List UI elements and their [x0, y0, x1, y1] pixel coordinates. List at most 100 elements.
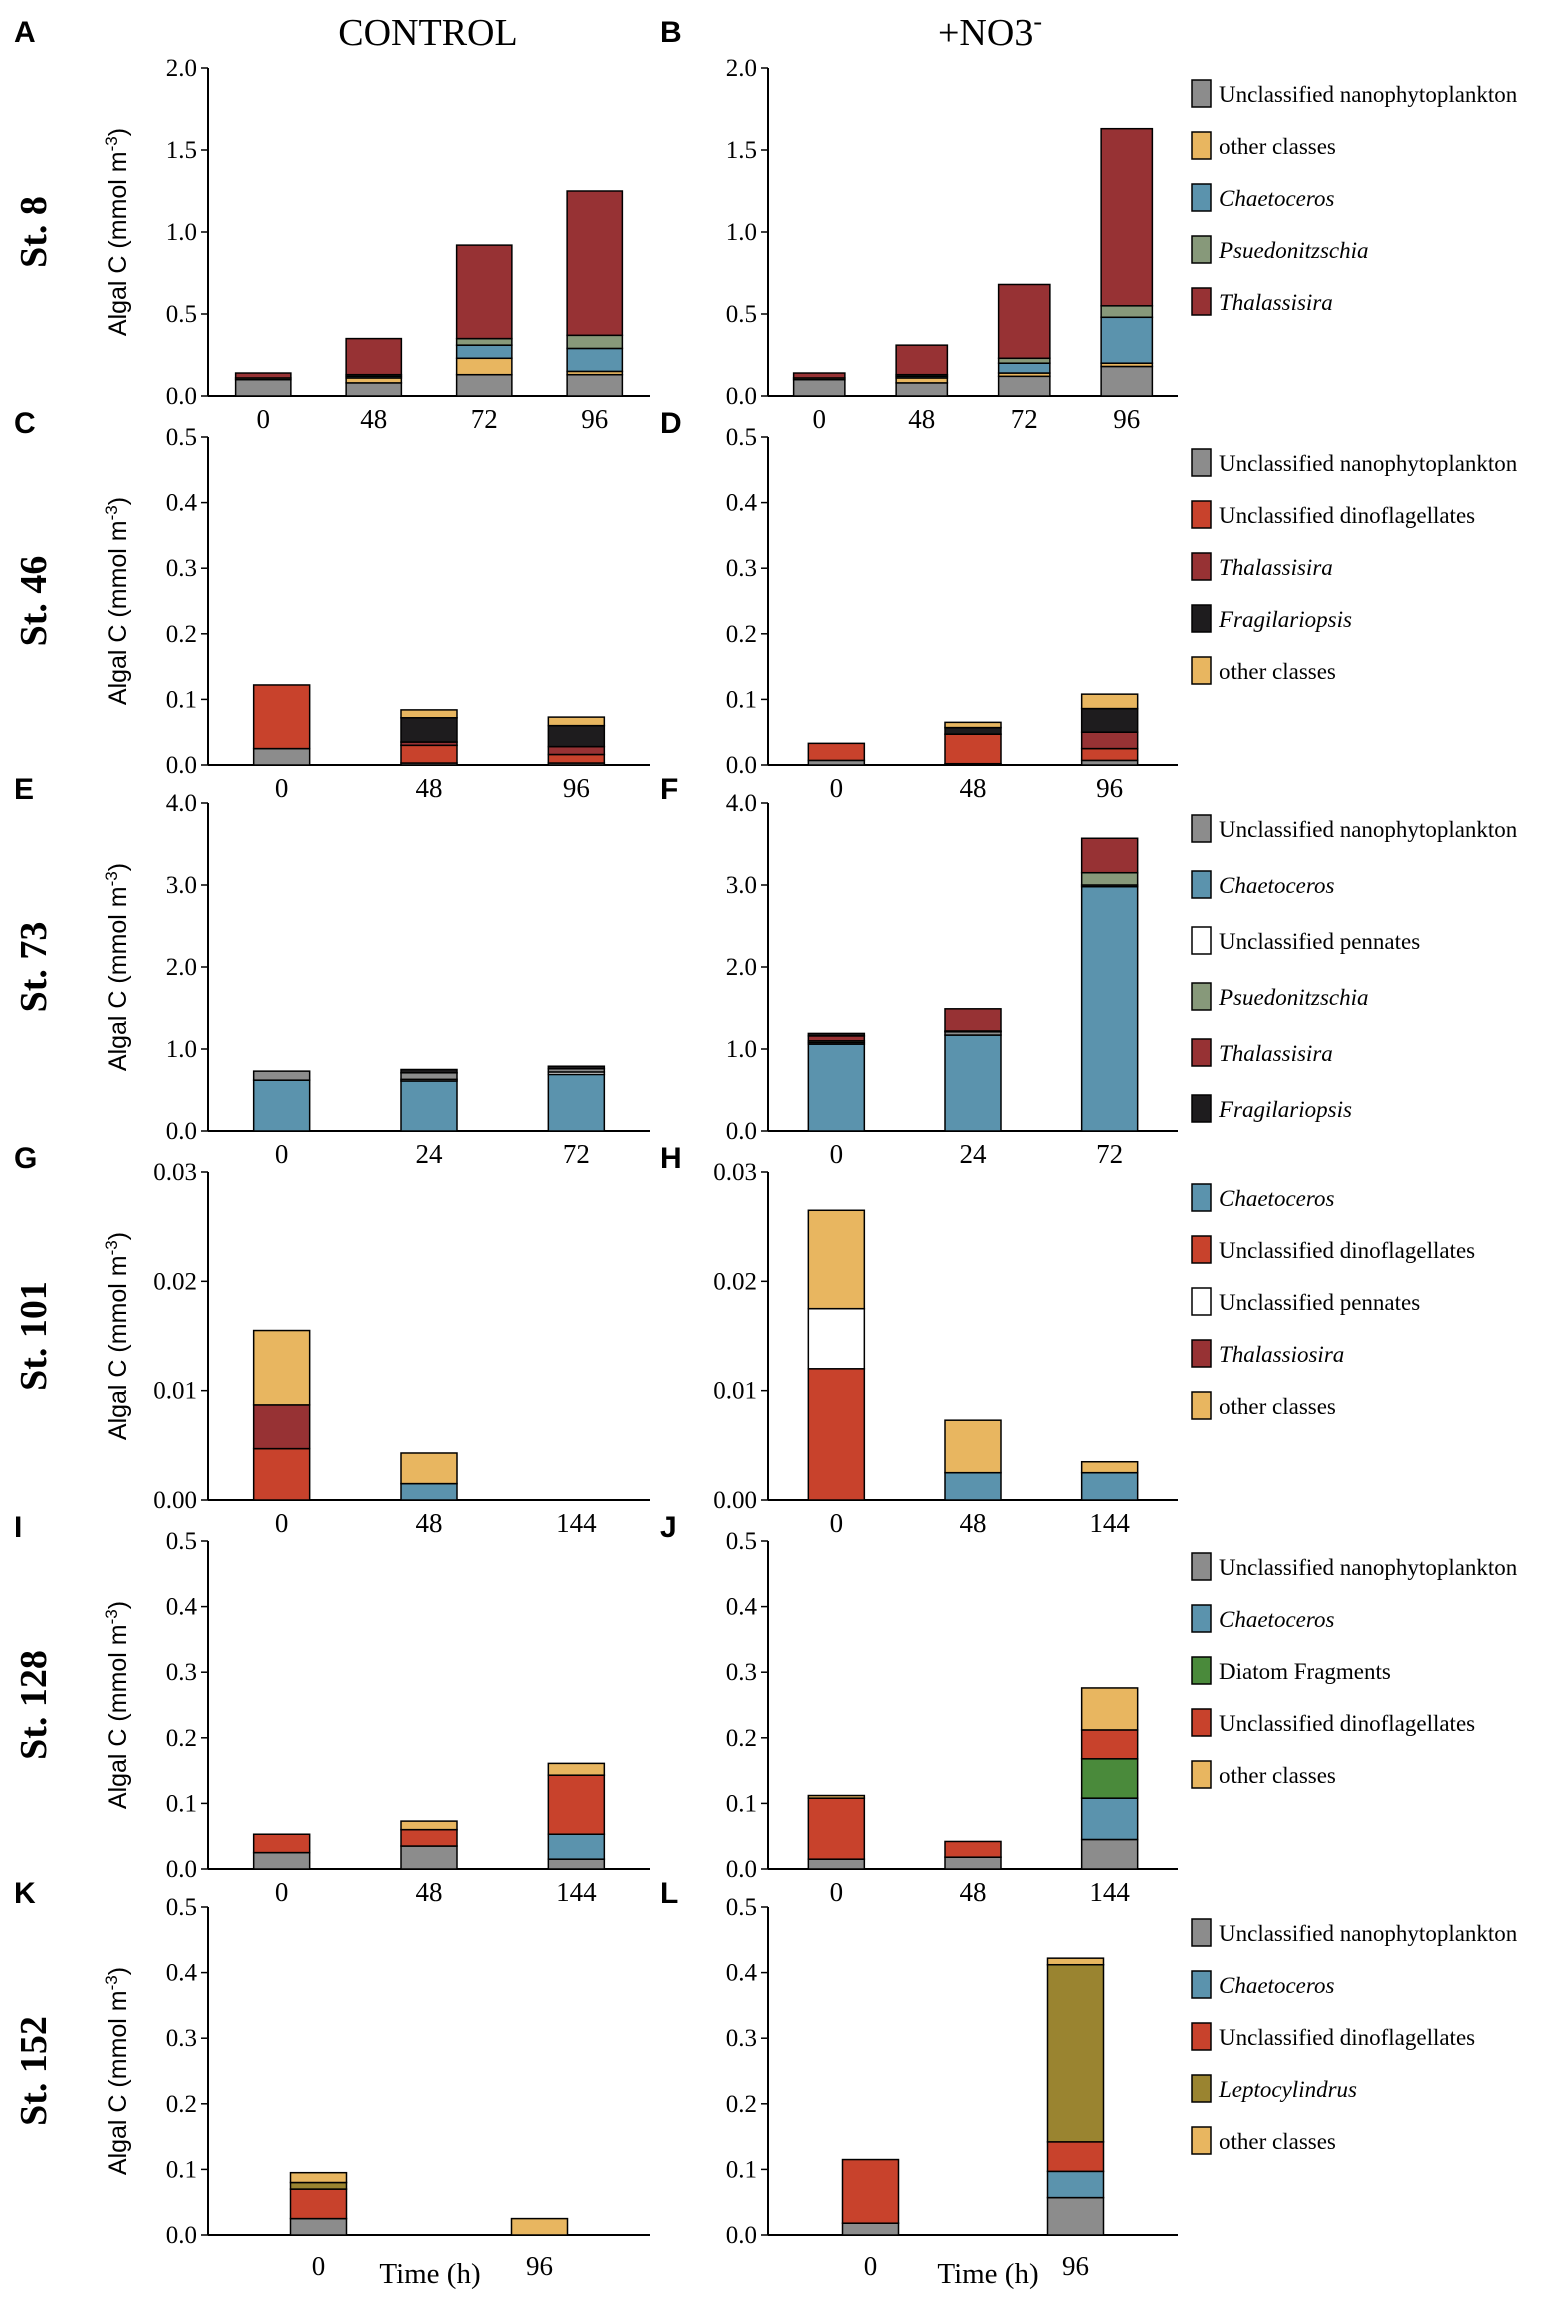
legend-swatch-fragilariopsis [1191, 1094, 1212, 1123]
legend-label-thalassisira: Thalassisira [1219, 555, 1333, 580]
y-tick-label: 0.3 [166, 1659, 197, 1686]
y-tick-label: 0.5 [166, 1528, 197, 1555]
bar-segment-unclassified-dinoflagellates-t0 [807, 742, 866, 762]
legend-swatch-chaetoceros [1191, 870, 1212, 899]
legend-label-thalassisira: Thalassisira [1219, 1041, 1333, 1066]
legend-swatch-unclassified-nanophytoplankton [1191, 79, 1212, 108]
legend-label-other-classes: other classes [1219, 1763, 1336, 1788]
x-tick-label: 0 [813, 404, 827, 434]
bar-segment-psuedonitzschia-t72 [1080, 871, 1139, 886]
bar-segment-unclassified-nanophytoplankton-t0 [289, 2217, 348, 2236]
legend-swatch-unclassified-nanophytoplankton [1191, 448, 1212, 477]
y-tick-label: 4.0 [726, 790, 757, 817]
x-tick-label: 0 [275, 1508, 289, 1538]
panel-letter: I [14, 1511, 22, 1544]
panel-letter: C [14, 407, 36, 440]
y-tick-label: 0.4 [166, 1594, 198, 1621]
legend-label-unclassified-nanophytoplankton: Unclassified nanophytoplankton [1219, 451, 1518, 476]
y-tick-label: 0.0 [166, 2222, 197, 2249]
legend-label-unclassified-nanophytoplankton: Unclassified nanophytoplankton [1219, 82, 1518, 107]
legend-swatch-unclassified-nanophytoplankton [1191, 814, 1212, 843]
y-tick-label: 0.1 [726, 2156, 757, 2183]
bar-segment-unclassified-nanophytoplankton-t72 [997, 375, 1051, 397]
x-tick-label: 72 [471, 404, 498, 434]
bar-segment-leptocylindrus-t96 [1046, 1963, 1105, 2143]
bar-segment-thalassisira-t96 [547, 745, 606, 756]
y-tick-label: 3.0 [166, 872, 197, 899]
y-tick-label: 0.5 [726, 424, 757, 451]
bar-segment-unclassified-dinoflagellates-t48 [400, 744, 458, 764]
y-tick-label: 0.1 [726, 1790, 757, 1817]
y-tick-label: 0.3 [726, 2025, 757, 2052]
legend-label-chaetoceros: Chaetoceros [1219, 1607, 1334, 1632]
legend-label-other-classes: other classes [1219, 2129, 1336, 2154]
legend-swatch-other-classes [1191, 131, 1212, 160]
bar-segment-other-classes-t72 [455, 357, 513, 376]
legend-label-unclassified-dinoflagellates: Unclassified dinoflagellates [1219, 2025, 1475, 2050]
bar-segment-unclassified-nanophytoplankton-t96 [566, 373, 624, 397]
x-tick-label: 48 [960, 1877, 987, 1907]
x-tick-label: 48 [960, 1508, 987, 1538]
panel-letter: H [660, 1142, 682, 1175]
legend-swatch-leptocylindrus [1191, 2074, 1212, 2103]
bar-segment-unclassified-nanophytoplankton-t0 [841, 2222, 900, 2236]
legend-label-chaetoceros: Chaetoceros [1219, 1186, 1334, 1211]
y-tick-label: 0.0 [166, 383, 197, 410]
bar-segment-other-classes-t0 [807, 1209, 866, 1310]
bar-segment-unclassified-nanophytoplankton-t0 [792, 378, 846, 397]
panel-letter: K [14, 1877, 36, 1910]
legend-label-leptocylindrus: Leptocylindrus [1218, 2077, 1357, 2102]
legend-label-unclassified-dinoflagellates: Unclassified dinoflagellates [1219, 1711, 1475, 1736]
y-tick-label: 0.03 [153, 1159, 197, 1186]
legend-label-unclassified-pennates: Unclassified pennates [1219, 1290, 1420, 1315]
bar-segment-chaetoceros-t144 [1080, 1471, 1139, 1501]
x-tick-label: 48 [960, 773, 987, 803]
panel-letter: J [660, 1511, 677, 1544]
bar-segment-thalassisira-t96 [1080, 731, 1139, 750]
legend-st-128: Unclassified nanophytoplankton Chaetocero… [1191, 1552, 1518, 1789]
bar-segment-fragilariopsis-t72 [547, 1065, 606, 1070]
bar-segment-other-classes-t144 [547, 1762, 606, 1776]
legend-swatch-psuedonitzschia [1191, 235, 1212, 264]
bar-segment-unclassified-nanophytoplankton-t0 [252, 747, 311, 766]
y-tick-label: 2.0 [166, 55, 197, 82]
bar-segment-unclassified-dinoflagellates-t0 [252, 684, 311, 750]
bar-segment-fragilariopsis-t96 [547, 724, 606, 748]
y-tick-label: 0.00 [713, 1487, 757, 1514]
y-tick-label: 2.0 [726, 55, 757, 82]
bar-segment-unclassified-dinoflagellates-t48 [944, 733, 1002, 765]
bar-segment-other-classes-t48 [400, 709, 458, 719]
bar-segment-thalassisira-t72 [1080, 837, 1139, 874]
legend-label-fragilariopsis: Fragilariopsis [1218, 607, 1352, 632]
bar-segment-unclassified-dinoflagellates-t0 [841, 2158, 900, 2224]
y-tick-label: 0.2 [726, 621, 757, 648]
bar-segment-chaetoceros-t72 [455, 344, 513, 360]
bar-segment-chaetoceros-t72 [997, 362, 1051, 374]
legend-label-unclassified-nanophytoplankton: Unclassified nanophytoplankton [1219, 1921, 1518, 1946]
row-label-st-73: St. 73 [13, 922, 55, 1013]
y-tick-label: 2.0 [166, 954, 197, 981]
legend-swatch-unclassified-pennates [1191, 926, 1212, 955]
panel-b: B 0.0 0.5 1.0 1.5 2.0 0 48 72 96 [660, 16, 1178, 434]
panel-a: A 0.0 0.5 1.0 1.5 2.0 0 48 72 96 [14, 16, 650, 434]
legend-swatch-fragilariopsis [1191, 604, 1212, 633]
y-tick-label: 0.4 [166, 490, 198, 517]
legend-label-chaetoceros: Chaetoceros [1219, 873, 1334, 898]
bar-segment-chaetoceros-t144 [1080, 1797, 1139, 1841]
x-tick-label: 0 [257, 404, 271, 434]
y-tick-label: 0.5 [166, 301, 197, 328]
panel-i: I 0.0 0.1 0.2 0.3 0.4 0.5 0 48 144 [14, 1511, 650, 1907]
x-tick-label: 96 [1096, 773, 1123, 803]
y-tick-label: 1.0 [166, 219, 197, 246]
y-tick-label: 0.0 [726, 2222, 757, 2249]
bar-segment-fragilariopsis-t48 [400, 717, 458, 743]
bar-segment-chaetoceros-t96 [566, 347, 624, 373]
x-tick-label: 144 [1089, 1877, 1130, 1907]
bar-segment-other-classes-t48 [944, 1419, 1002, 1474]
bar-segment-other-classes-t144 [1080, 1460, 1139, 1474]
bar-segment-unclassified-nanophytoplankton-t72 [455, 373, 513, 397]
y-tick-label: 0.3 [166, 555, 197, 582]
legend-swatch-thalassiosira [1191, 1339, 1212, 1368]
panel-d: D 0.0 0.1 0.2 0.3 0.4 0.5 0 48 96 [660, 407, 1178, 803]
bar-segment-psuedonitzschia-t96 [566, 334, 624, 350]
